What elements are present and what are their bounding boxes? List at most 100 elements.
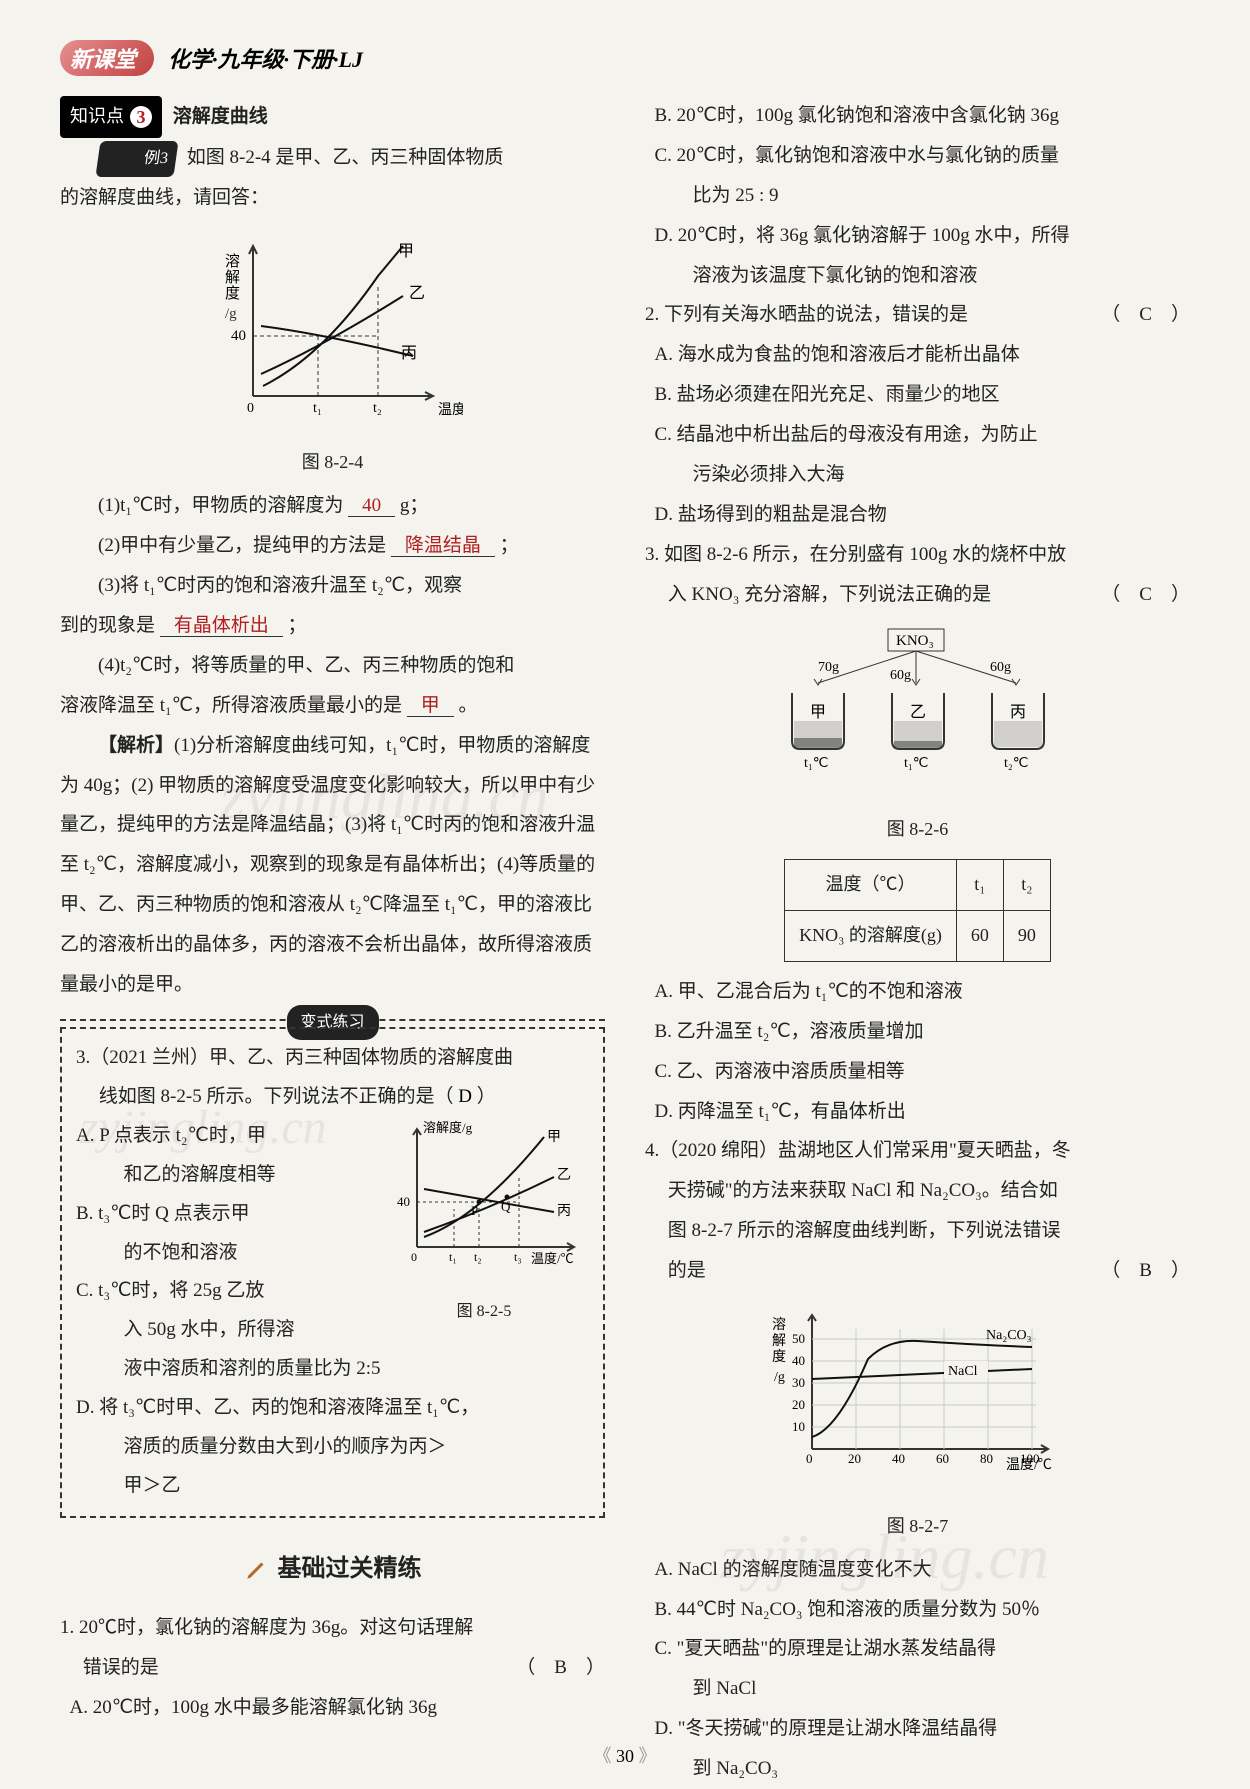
- p3-stem-b: 入 KNO₃ 充分溶解，下列说法正确的是 （ C ）: [645, 575, 1190, 615]
- svg-text:乙: 乙: [557, 1167, 571, 1183]
- svg-text:/g: /g: [774, 1370, 785, 1385]
- p3-a: A. 甲、乙混合后为 t₁℃的不饱和溶液: [645, 972, 1190, 1012]
- svg-text:t₂: t₂: [373, 401, 382, 416]
- figure-caption: 图 8-2-7: [645, 1508, 1190, 1546]
- answer-blank: 有晶体析出: [160, 615, 283, 637]
- svg-text:t₁: t₁: [449, 1250, 457, 1264]
- cell-v2: 90: [1003, 911, 1050, 962]
- svg-text:t₂℃: t₂℃: [1004, 756, 1029, 771]
- question-3b: 到的现象是 有晶体析出 ；: [60, 606, 605, 646]
- answer-paren: （ B ）: [516, 1648, 605, 1688]
- p1-a: A. 20℃时，100g 水中最多能溶解氯化钠 36g: [60, 1688, 605, 1728]
- svg-text:40: 40: [397, 1194, 410, 1209]
- svg-text:解: 解: [772, 1333, 786, 1349]
- pencil-icon: [244, 1556, 270, 1582]
- answer-blank: 甲: [407, 695, 454, 717]
- svg-text:0: 0: [247, 401, 254, 416]
- svg-text:甲: 甲: [398, 243, 414, 260]
- text: 入 KNO₃ 充分溶解，下列说法正确的是: [668, 584, 991, 605]
- figure-8-2-4: 溶 解 度 /g 温度/℃ 40 0 t₁ t₂ 甲 乙 丙 图 8-2-4: [60, 226, 605, 483]
- svg-text:溶: 溶: [225, 253, 240, 270]
- p1-d2: 溶液为该温度下氯化钠的饱和溶液: [645, 256, 1190, 296]
- p4-c1: C. "夏天晒盐"的原理是让湖水蒸发结晶得: [645, 1629, 1190, 1669]
- section-heading-text: 基础过关精练: [278, 1544, 422, 1594]
- p1-c1: C. 20℃时，氯化钠饱和溶液中水与氯化钠的质量: [645, 136, 1190, 176]
- svg-text:度: 度: [225, 285, 240, 302]
- svg-text:乙: 乙: [910, 704, 926, 721]
- book-subtitle: 化学·九年级·下册·LJ: [168, 42, 363, 74]
- row-label: KNO₃ 的溶解度(g): [785, 911, 957, 962]
- figure-caption: 图 8-2-4: [60, 444, 605, 482]
- p3-stem-a: 3. 如图 8-2-6 所示，在分别盛有 100g 水的烧杯中放: [645, 535, 1190, 575]
- p4-stem-a: 4.（2020 绵阳）盐湖地区人们常采用"夏天晒盐，冬: [645, 1131, 1190, 1171]
- svg-text:度: 度: [772, 1349, 786, 1365]
- option-d3: 甲＞乙: [76, 1467, 589, 1506]
- figure-caption: 图 8-2-5: [379, 1296, 589, 1329]
- series-logo: 新课堂: [60, 40, 154, 76]
- analysis: 【解析】(1)分析溶解度曲线可知，t₁℃时，甲物质的溶解度为 40g；(2) 甲…: [60, 726, 605, 1005]
- answer-blank: 40: [348, 495, 395, 517]
- answer-blank: 降温结晶: [391, 535, 495, 557]
- p4-b: B. 44℃时 Na₂CO₃ 饱和溶液的质量分数为 50％: [645, 1590, 1190, 1630]
- svg-text:甲: 甲: [810, 704, 826, 721]
- p4-stem-c: 图 8-2-7 所示的溶解度曲线判断，下列说法错误: [645, 1211, 1190, 1251]
- figure-caption: 图 8-2-6: [645, 811, 1190, 849]
- svg-text:60g: 60g: [990, 660, 1011, 675]
- p2-stem: 2. 下列有关海水晒盐的说法，错误的是 （ C ）: [645, 295, 1190, 335]
- question-3a: (3)将 t₁℃时丙的饱和溶液升温至 t₂℃，观察: [60, 566, 605, 606]
- svg-text:P: P: [471, 1203, 478, 1218]
- svg-text:50: 50: [792, 1331, 805, 1346]
- text: 。: [459, 695, 478, 716]
- p2-c2: 污染必须排入大海: [645, 455, 1190, 495]
- svg-text:30: 30: [792, 1375, 805, 1390]
- svg-text:甲: 甲: [547, 1130, 561, 1145]
- p1-stem-b: 错误的是 （ B ）: [60, 1648, 605, 1688]
- p1-b: B. 20℃时，100g 氯化钠饱和溶液中含氯化钠 36g: [645, 96, 1190, 136]
- th-temp: 温度（℃）: [785, 860, 957, 911]
- svg-text:t₁℃: t₁℃: [904, 756, 929, 771]
- svg-text:KNO₃: KNO₃: [896, 633, 934, 649]
- svg-text:t₃: t₃: [514, 1250, 522, 1264]
- svg-text:20: 20: [848, 1451, 861, 1466]
- svg-text:丙: 丙: [557, 1204, 571, 1219]
- figure-8-2-6: KNO₃ 70g 60g 60g 甲 t₁℃: [645, 623, 1190, 850]
- p1-c2: 比为 25 : 9: [645, 176, 1190, 216]
- svg-text:40: 40: [892, 1451, 905, 1466]
- p1-stem-a: 1. 20℃时，氯化钠的溶解度为 36g。对这句话理解: [60, 1608, 605, 1648]
- analysis-text: (1)分析溶解度曲线可知，t₁℃时，甲物质的溶解度为 40g；(2) 甲物质的溶…: [60, 735, 595, 995]
- option-d2: 溶质的质量分数由大到小的顺序为丙＞: [76, 1428, 589, 1467]
- text: 的溶解度曲线，请回答：: [60, 178, 605, 218]
- p4-d2: 到 Na₂CO₃: [645, 1749, 1190, 1789]
- cell-v1: 60: [956, 911, 1003, 962]
- question-4b: 溶液降温至 t₁℃，所得溶液质量最小的是 甲 。: [60, 686, 605, 726]
- answer-paren: （ C ）: [1101, 295, 1190, 335]
- p2-a: A. 海水成为食盐的饱和溶液后才能析出晶体: [645, 335, 1190, 375]
- page-header: 新课堂 化学·九年级·下册·LJ: [60, 40, 1190, 76]
- p3-d: D. 丙降温至 t₁℃，有晶体析出: [645, 1092, 1190, 1132]
- svg-text:40: 40: [792, 1353, 805, 1368]
- kp-number: 3: [130, 106, 152, 128]
- svg-text:丙: 丙: [1010, 704, 1026, 721]
- p3-c: C. 乙、丙溶液中溶质质量相等: [645, 1052, 1190, 1092]
- ex3-stem: 3.（2021 兰州）甲、乙、丙三种固体物质的溶解度曲: [76, 1039, 589, 1078]
- question-4a: (4)t₂℃时，将等质量的甲、乙、丙三种物质的饱和: [60, 646, 605, 686]
- kp-badge-text: 知识点: [70, 98, 124, 136]
- p3-b: B. 乙升温至 t₂℃，溶液质量增加: [645, 1012, 1190, 1052]
- answer-paren: （ B ）: [1101, 1251, 1190, 1291]
- p2-b: B. 盐场必须建在阳光充足、雨量少的地区: [645, 375, 1190, 415]
- p2-d: D. 盐场得到的粗盐是混合物: [645, 495, 1190, 535]
- p4-c2: 到 NaCl: [645, 1669, 1190, 1709]
- ex3-stem2: 线如图 8-2-5 所示。下列说法不正确的是（ D ）: [76, 1078, 589, 1117]
- text: 的是: [668, 1260, 706, 1281]
- solubility-table: 温度（℃） t₁ t₂ KNO₃ 的溶解度(g) 60 90: [784, 859, 1051, 962]
- option-c3: 液中溶质和溶剂的质量比为 2:5: [76, 1350, 589, 1389]
- svg-text:溶: 溶: [772, 1317, 786, 1333]
- svg-text:丙: 丙: [401, 345, 417, 362]
- svg-text:Q: Q: [501, 1199, 511, 1214]
- svg-text:20: 20: [792, 1397, 805, 1412]
- section-heading: 基础过关精练: [60, 1544, 605, 1594]
- text: 2. 下列有关海水晒盐的说法，错误的是: [645, 304, 968, 325]
- svg-text:80: 80: [980, 1451, 993, 1466]
- left-column: 知识点3 溶解度曲线 例3 如图 8-2-4 是甲、乙、丙三种固体物质 的溶解度…: [60, 96, 605, 1789]
- text: g；: [400, 495, 429, 516]
